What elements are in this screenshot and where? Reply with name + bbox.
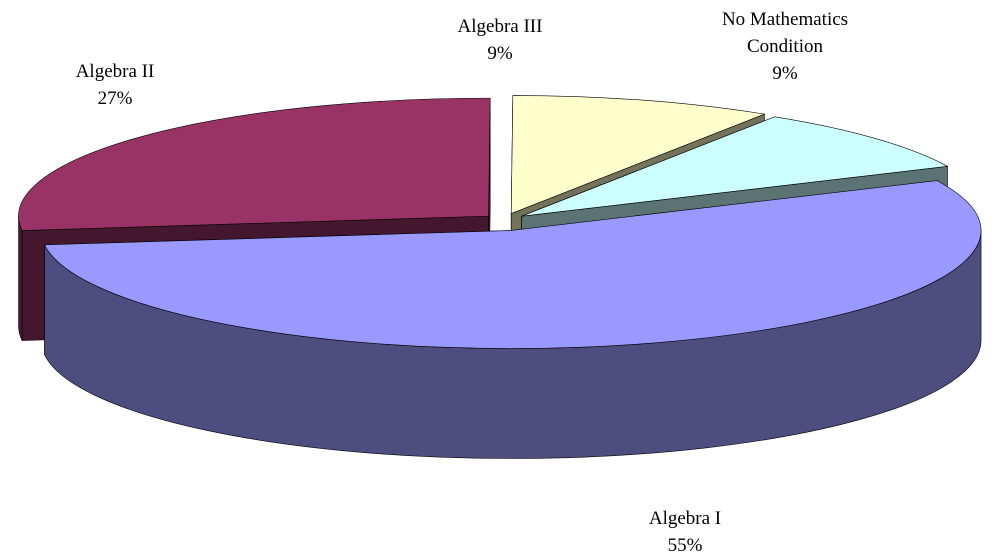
slice-label: Algebra I 55% <box>610 505 760 552</box>
category-label: Algebra I <box>648 508 722 529</box>
category-label: No Mathematics Condition <box>721 9 849 57</box>
slice <box>44 180 982 349</box>
category-label: Algebra III <box>457 16 543 37</box>
slice <box>510 95 766 214</box>
slice <box>18 97 491 231</box>
percent-label: 9% <box>772 63 798 84</box>
category-label: Algebra II <box>75 61 155 82</box>
slice-label: Algebra III 9% <box>425 13 575 67</box>
slice-label: No Mathematics Condition 9% <box>700 6 870 87</box>
slice-label: Algebra II 27% <box>40 58 190 112</box>
percent-label: 9% <box>487 43 513 64</box>
slice-side <box>18 216 23 341</box>
slice <box>521 116 949 217</box>
percent-label: 55% <box>667 535 703 552</box>
percent-label: 27% <box>97 88 133 109</box>
